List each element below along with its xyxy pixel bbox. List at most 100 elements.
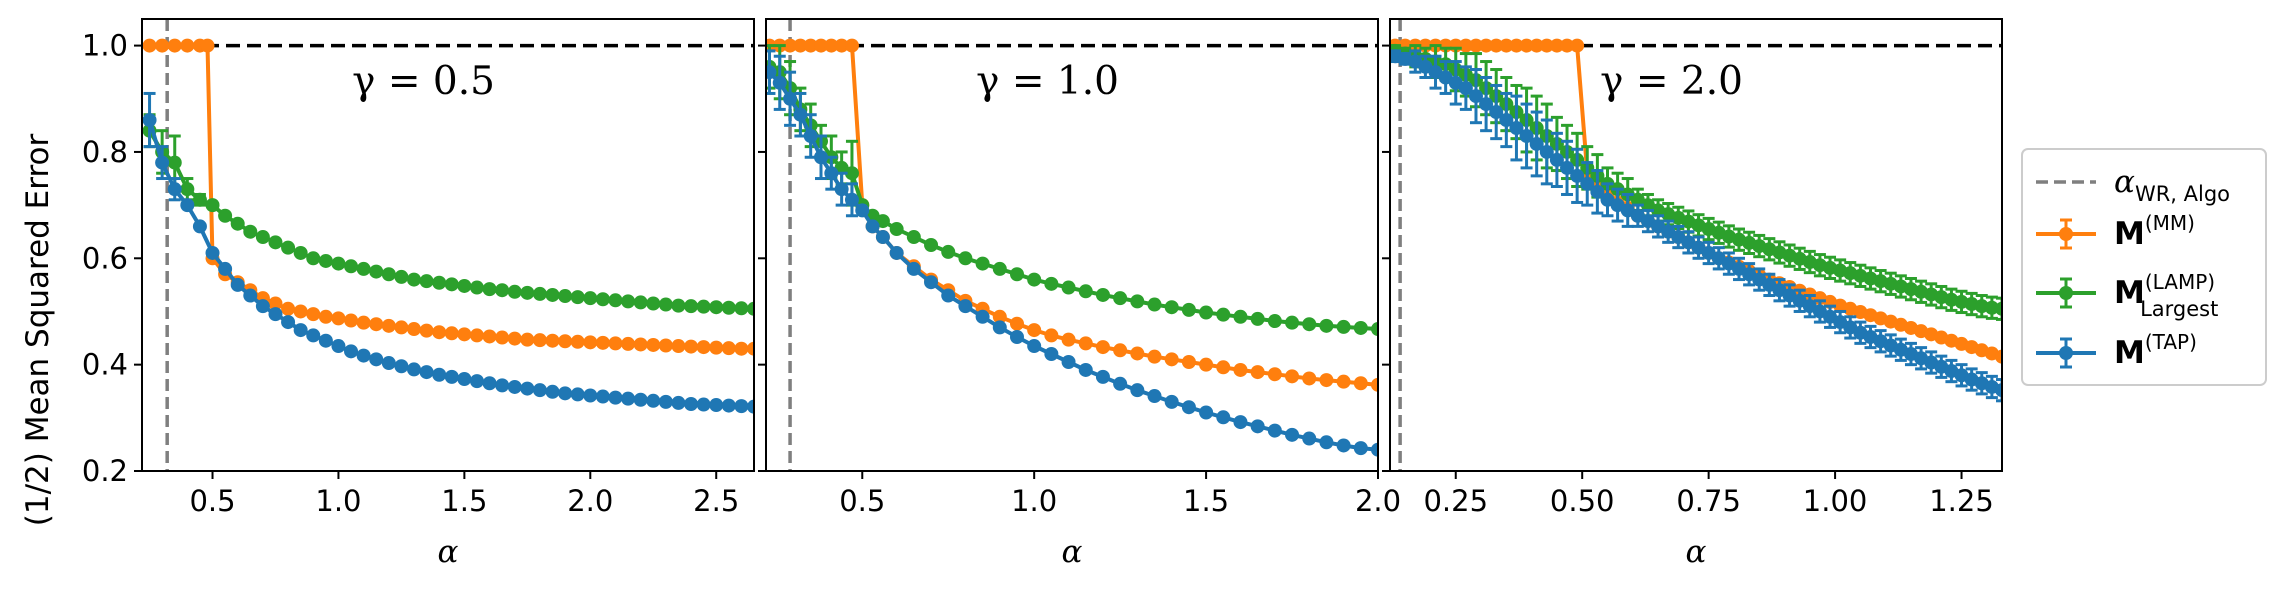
data-point-tap [793, 107, 808, 122]
data-point-mm [444, 326, 459, 341]
data-point-mm [1027, 323, 1042, 338]
data-point-tap [180, 198, 195, 213]
data-point-mm [369, 317, 384, 332]
data-point-mm [142, 38, 157, 53]
data-point-lamp [958, 251, 973, 266]
data-point-mm [1336, 374, 1351, 389]
data-point-mm [1468, 38, 1483, 53]
data-point-mm [1199, 357, 1214, 372]
legend-swatch-marker [2059, 346, 2073, 360]
data-point-tap [1479, 97, 1494, 112]
data-point-tap [495, 378, 510, 393]
data-point-tap [205, 245, 220, 260]
data-point-tap [1250, 419, 1265, 434]
data-point-mm [1489, 38, 1504, 53]
data-point-lamp [1147, 297, 1162, 312]
data-point-lamp [507, 284, 522, 299]
data-point-mm [1267, 367, 1282, 382]
data-point-lamp [1078, 284, 1093, 299]
data-point-lamp [1216, 307, 1231, 322]
data-point-lamp [293, 245, 308, 260]
legend-box [2021, 148, 2267, 386]
data-point-lamp [255, 230, 270, 245]
data-point-tap [889, 245, 904, 260]
data-point-mm [1113, 343, 1128, 358]
data-point-lamp [834, 160, 849, 175]
data-point-lamp [1095, 287, 1110, 302]
data-point-tap [255, 299, 270, 314]
x-tick-label: 1.5 [1183, 484, 1229, 518]
data-point-mm [394, 320, 409, 335]
y-tick-label: 1.0 [82, 29, 128, 63]
data-point-mm [814, 38, 829, 53]
data-point-mm [381, 318, 396, 333]
data-point-mm [1164, 352, 1179, 367]
data-point-lamp [1319, 318, 1334, 333]
data-point-lamp [721, 300, 736, 315]
data-point-mm [783, 38, 798, 53]
series-line-tap [767, 70, 1378, 452]
data-point-tap [709, 398, 724, 413]
data-point-lamp [1336, 319, 1351, 334]
data-point-tap [306, 328, 321, 343]
data-point-tap [1199, 405, 1214, 420]
data-point-lamp [747, 301, 754, 316]
data-point-tap [381, 356, 396, 371]
data-point-tap [570, 387, 585, 402]
data-point-mm [721, 341, 736, 356]
data-point-tap [608, 390, 623, 405]
data-point-tap [432, 367, 447, 382]
panel-gamma-2-0: 0.25 0.50 0.75 1.00 1.25 α γ = 2.0 [1382, 18, 2003, 570]
axes-frame [765, 18, 1379, 472]
data-point-tap [356, 348, 371, 363]
data-point-lamp [394, 269, 409, 284]
data-point-tap [1353, 441, 1368, 456]
data-point-tap [331, 339, 346, 354]
data-point-lamp [1113, 291, 1128, 306]
data-point-mm [507, 331, 522, 346]
data-point-tap [941, 288, 956, 303]
data-point-tap [1371, 442, 1378, 457]
y-tick-label: 0.2 [82, 454, 128, 488]
data-point-mm [532, 333, 547, 348]
data-point-lamp [230, 216, 245, 231]
gamma-annotation: γ = 2.0 [1600, 59, 1743, 104]
data-point-lamp [1371, 322, 1378, 337]
data-point-lamp [570, 290, 585, 305]
legend-item-mm: M(MM) [2036, 211, 2195, 252]
data-point-tap [230, 277, 245, 292]
legend-label: M(LAMP) Largest [2114, 270, 2218, 321]
data-point-mm [1302, 371, 1317, 386]
x-tick-label: 2.0 [1355, 484, 1401, 518]
data-point-tap [1216, 410, 1231, 425]
data-point-lamp [457, 278, 472, 293]
data-point-tap [684, 396, 699, 411]
data-point-tap [772, 75, 787, 90]
data-point-lamp [532, 286, 547, 301]
data-point-mm [1147, 349, 1162, 364]
data-point-tap [507, 379, 522, 394]
data-point-mm [180, 38, 195, 53]
data-point-tap [906, 261, 921, 276]
data-point-lamp [621, 294, 636, 309]
data-point-tap [444, 369, 459, 384]
data-point-tap [1549, 152, 1564, 167]
legend-label: M(MM) [2114, 211, 2195, 252]
data-point-lamp [992, 261, 1007, 276]
data-point-tap [243, 288, 258, 303]
panel-gamma-1-0: 0.5 1.0 1.5 2.0 α γ = 1.0 [758, 18, 1401, 570]
data-point-mm [520, 332, 535, 347]
legend-label: αWR, Algo [2114, 164, 2230, 206]
data-point-tap [1580, 176, 1595, 191]
data-point-lamp [595, 292, 610, 307]
data-point-mm [482, 329, 497, 344]
data-point-lamp [658, 297, 673, 312]
data-point-mm [344, 313, 359, 328]
x-tick-label: 0.75 [1676, 484, 1741, 518]
data-point-mm [1458, 38, 1473, 53]
data-point-tap [1095, 369, 1110, 384]
data-point-lamp [1302, 317, 1317, 332]
data-point-tap [875, 230, 890, 245]
data-point-tap [583, 388, 598, 403]
data-point-lamp [671, 298, 686, 313]
